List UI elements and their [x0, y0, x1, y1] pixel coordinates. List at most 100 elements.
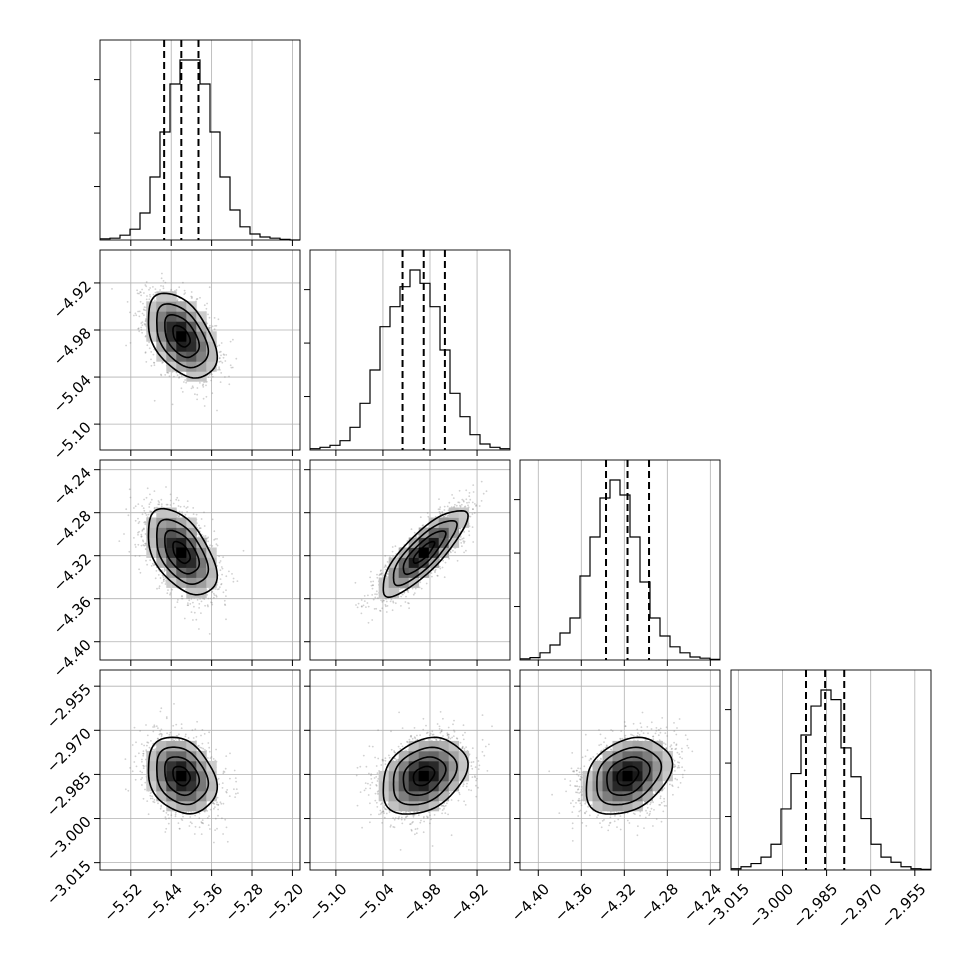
density-cell — [196, 311, 207, 322]
scatter-point — [472, 508, 474, 511]
density-cell — [156, 331, 167, 342]
scatter-point — [216, 565, 219, 567]
scatter-point — [192, 507, 195, 509]
scatter-point — [229, 340, 232, 343]
scatter-point — [221, 567, 224, 570]
scatter-point — [164, 577, 167, 580]
scatter-point — [148, 341, 151, 344]
scatter-point — [141, 530, 144, 532]
scatter-point — [218, 344, 221, 347]
scatter-point — [194, 393, 196, 396]
scatter-point — [153, 361, 155, 364]
scatter-point — [150, 358, 152, 361]
density-cell — [166, 537, 177, 548]
scatter-point — [216, 538, 218, 540]
scatter-point — [203, 525, 206, 527]
scatter-point — [164, 569, 167, 572]
scatter-point — [158, 587, 161, 590]
scatter-point — [158, 503, 161, 506]
scatter-point — [210, 601, 212, 604]
scatter-point — [219, 350, 222, 353]
scatter-point — [161, 362, 164, 364]
scatter-point — [386, 605, 389, 607]
scatter-point — [144, 335, 147, 338]
scatter-point — [173, 375, 175, 378]
panel-frame — [730, 669, 932, 871]
scatter-point — [213, 587, 215, 590]
scatter-point — [224, 604, 227, 606]
scatter-point — [192, 601, 194, 604]
scatter-point — [156, 587, 158, 590]
density-cell — [156, 291, 167, 302]
y-tick-label: −4.24 — [50, 464, 95, 509]
scatter-point — [141, 528, 144, 531]
scatter-point — [190, 291, 193, 293]
hist-panel-1 — [304, 249, 511, 456]
scatter-point — [218, 357, 221, 360]
density-cell — [206, 361, 217, 372]
scatter-point — [181, 511, 184, 514]
scatter-point — [163, 578, 165, 581]
density-cell — [166, 517, 177, 528]
scatter-point — [456, 559, 459, 562]
density-cell — [156, 341, 167, 352]
scatter-point — [155, 570, 158, 572]
scatter-point — [357, 602, 360, 605]
scatter-point — [217, 318, 220, 321]
scatter-point — [162, 576, 165, 579]
scatter-point — [141, 321, 144, 323]
scatter-point — [163, 570, 166, 573]
scatter-point — [211, 375, 214, 378]
scatter-point — [178, 515, 180, 518]
scatter-point — [186, 511, 189, 513]
panel-content — [111, 272, 238, 412]
scatter-point — [164, 374, 167, 376]
scatter-point — [150, 565, 153, 567]
scatter-point — [180, 375, 183, 377]
scatter-point — [441, 566, 444, 569]
hist-steps — [100, 59, 300, 241]
grid-lines — [335, 250, 478, 450]
scatter-point — [139, 291, 142, 293]
scatter-point — [133, 314, 135, 317]
scatter-point — [129, 342, 132, 344]
scatter-point — [451, 494, 453, 496]
scatter-point — [143, 521, 146, 524]
scatter-point — [137, 531, 139, 534]
scatter-point — [437, 508, 440, 511]
scatter-point — [186, 500, 189, 502]
scatter-point — [384, 565, 387, 567]
scatter-point — [143, 509, 146, 512]
density-cell — [156, 537, 167, 548]
scatter-point — [465, 549, 467, 552]
contour-0.5sigma — [172, 540, 191, 565]
scatter-point — [207, 605, 209, 608]
scatter-point — [144, 324, 147, 326]
scatter-point — [148, 288, 150, 291]
density-cell — [176, 301, 187, 312]
y-tick-label: −5.04 — [50, 371, 95, 416]
grid-lines — [537, 460, 711, 660]
scatter-point — [143, 498, 146, 501]
scatter-point — [219, 369, 221, 371]
scatter-point — [385, 575, 388, 578]
scatter-point — [141, 513, 144, 516]
scatter-point — [419, 516, 422, 519]
scatter-point — [218, 561, 221, 564]
scatter-point — [166, 592, 169, 595]
scatter-point — [232, 580, 235, 583]
peak-cell — [176, 547, 187, 558]
density-cell — [146, 517, 157, 528]
scatter-point — [160, 277, 163, 280]
scatter-point — [379, 570, 382, 572]
scatter-point — [138, 520, 141, 523]
scatter-point — [356, 606, 359, 609]
scatter-point — [210, 597, 212, 600]
scatter-point — [136, 292, 139, 295]
scatter-point — [183, 293, 186, 295]
scatter-point — [183, 617, 186, 620]
scatter-point — [162, 580, 165, 583]
scatter-point — [157, 503, 160, 506]
scatter-point — [439, 512, 441, 515]
scatter-point — [142, 527, 145, 530]
